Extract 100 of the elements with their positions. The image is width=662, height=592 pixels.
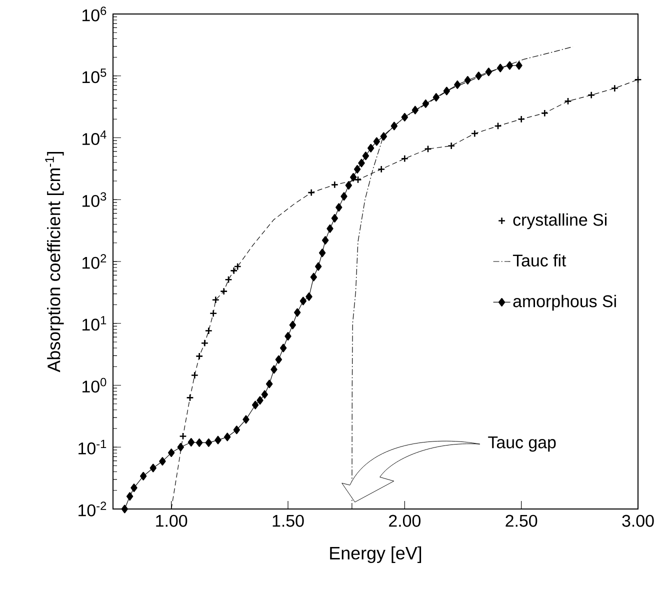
point [362,152,370,160]
point [470,130,479,138]
point [179,432,187,440]
point [121,504,128,514]
point [340,192,348,201]
point [588,91,596,99]
point [294,308,301,317]
y-tick-label: 10$^{5}$ [82,68,106,84]
x-tick-label: 2.50 [506,514,538,527]
point [494,122,502,130]
point [464,76,472,84]
point [188,438,195,446]
y-tick-label: 10$^{6}$ [82,6,106,22]
legend-label: crystalline Si [513,213,606,230]
point [314,262,322,271]
x-tick-label: 2.00 [389,514,420,527]
point [378,165,386,174]
point [516,61,522,70]
point [195,352,204,360]
point [224,276,232,284]
point [354,176,362,184]
point [284,332,292,340]
point [224,432,231,442]
point [412,106,419,114]
point [373,137,380,146]
annotation: Tauc gap [488,436,556,452]
point [159,457,166,466]
point [126,492,134,501]
point [424,145,432,153]
point [540,109,549,117]
x-tick-label: 1.00 [156,514,188,527]
point [306,292,312,301]
point [196,438,203,447]
point [422,99,430,108]
point [475,72,482,80]
point [454,80,461,89]
point [506,61,514,70]
point [308,188,316,196]
legend-label: amorphous Si [513,294,616,311]
point [400,154,409,162]
point [634,76,642,84]
y-tick-label: 10$^{-1}$ [78,440,106,454]
legend-label: Tauc fit [512,254,566,267]
point [336,203,342,212]
point [345,181,352,190]
point [518,115,526,123]
point [150,464,156,472]
point [205,438,212,447]
point [275,355,282,364]
point [214,436,222,444]
point [443,86,450,96]
x-axis-title: Energy [eV] [330,546,422,564]
point [350,173,357,182]
point [310,272,318,282]
point [242,415,250,424]
point [300,296,307,306]
point [564,97,572,106]
y-tick-label: 10$^{1}$ [82,316,106,331]
point [368,144,374,152]
point [289,320,296,330]
point [186,394,194,402]
point [190,371,199,380]
x-tick-label: 3.00 [622,514,654,527]
y-tick-label: 10$^{0}$ [82,378,106,393]
point [230,266,238,275]
y-tick-label: 10$^{2}$ [82,254,106,269]
point [212,296,220,304]
point [130,484,138,492]
point [358,158,365,168]
point [234,262,242,270]
point [280,344,287,352]
point [210,310,218,318]
y-tick-label: 10$^{-2}$ [78,502,106,516]
y-tick-label: 10$^{3}$ [82,192,106,207]
point [485,68,492,76]
point [610,84,619,92]
y-tick-label: 10$^{4}$ [82,130,106,146]
point [390,122,398,130]
y-axis-title: Absorption coefficient [cm$^{-1}$] [45,152,64,372]
point [220,287,228,296]
point [266,380,273,388]
point [331,214,338,222]
point [322,236,329,245]
point [448,142,456,150]
point [354,164,361,174]
point [204,326,213,335]
point [177,442,184,452]
point [497,64,504,72]
point [256,396,264,405]
point [326,224,334,233]
point [168,448,175,458]
point [270,365,278,374]
point [432,93,440,102]
point [401,112,408,122]
point [261,390,268,399]
point [380,132,388,141]
point [252,400,259,410]
point [140,472,147,480]
x-tick-label: 1.50 [272,514,304,527]
point [200,339,209,347]
